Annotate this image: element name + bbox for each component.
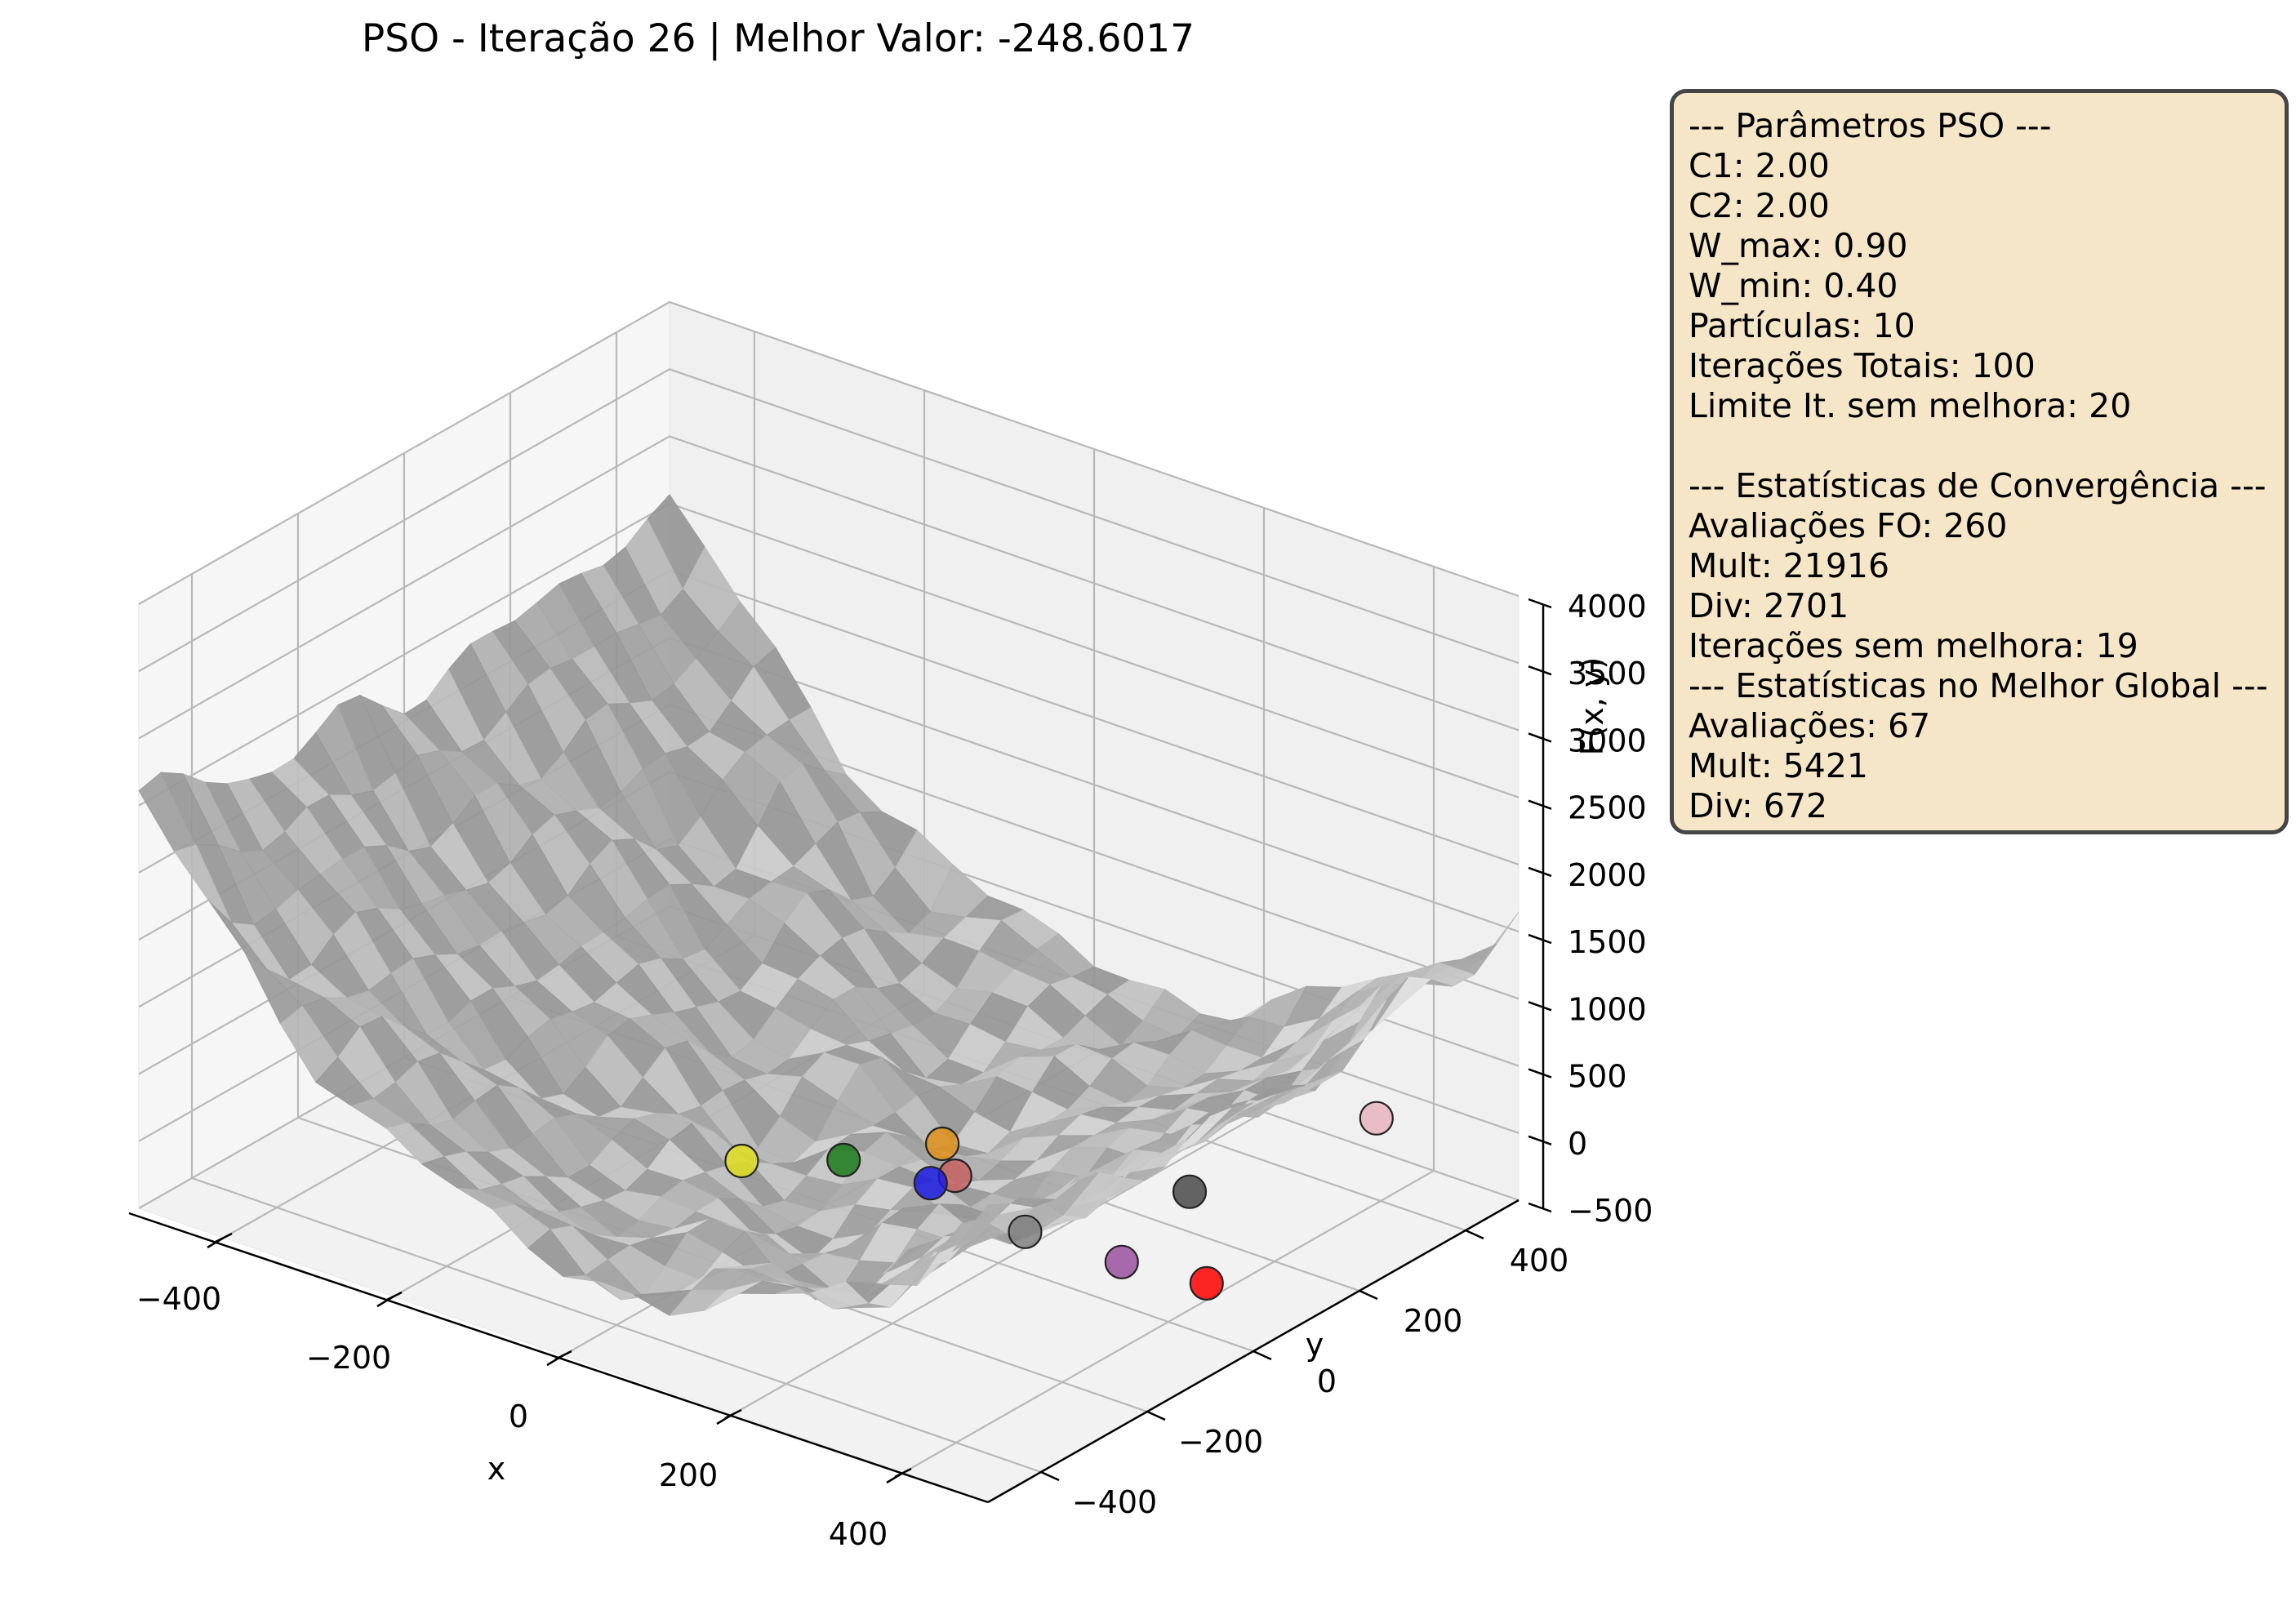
info-line: Avaliações FO: 260 — [1689, 506, 2270, 546]
info-line: Iterações Totais: 100 — [1689, 346, 2270, 386]
info-line: Limite It. sem melhora: 20 — [1689, 386, 2270, 426]
info-line: Avaliações: 67 — [1689, 706, 2270, 746]
z-tick-label: 4000 — [1568, 589, 1647, 625]
info-line: Div: 672 — [1689, 786, 2270, 826]
z-tick-mark — [1528, 1136, 1551, 1145]
z-tick-label: 2000 — [1568, 857, 1647, 893]
x-tick-label: −200 — [306, 1340, 391, 1376]
info-line: Partículas: 10 — [1689, 306, 2270, 346]
info-line: Iterações sem melhora: 19 — [1689, 626, 2270, 666]
particle-dark — [1173, 1176, 1206, 1208]
z-tick-label: 500 — [1568, 1059, 1627, 1095]
z-tick-label: 1000 — [1568, 991, 1647, 1027]
z-tick-mark — [1528, 801, 1551, 809]
pso-info-box: --- Parâmetros PSO --- C1: 2.00 C2: 2.00 W_… — [1670, 89, 2289, 834]
particle-purple — [1106, 1246, 1138, 1279]
particle-pink — [1360, 1102, 1393, 1135]
x-tick-label: 400 — [829, 1516, 888, 1552]
y-tick-mark — [1253, 1351, 1271, 1359]
info-line — [1689, 426, 2270, 466]
x-tick-label: −400 — [136, 1281, 221, 1317]
y-tick-label: −200 — [1178, 1424, 1263, 1460]
y-tick-mark — [1041, 1472, 1059, 1480]
y-tick-label: 0 — [1317, 1363, 1337, 1399]
y-tick-label: 400 — [1510, 1243, 1569, 1279]
info-line: W_max: 0.90 — [1689, 226, 2270, 266]
z-tick-mark — [1528, 666, 1551, 674]
info-line: --- Parâmetros PSO --- — [1689, 106, 2270, 146]
info-line: W_min: 0.40 — [1689, 266, 2270, 306]
z-tick-mark — [1528, 599, 1551, 607]
x-tick-mark — [207, 1238, 224, 1248]
z-tick-label: 0 — [1568, 1126, 1587, 1162]
info-line: Mult: 21916 — [1689, 546, 2270, 586]
z-tick-mark — [1528, 733, 1551, 741]
x-tick-label: 0 — [509, 1399, 528, 1434]
z-tick-mark — [1528, 1002, 1551, 1010]
particle-yellow — [725, 1145, 758, 1177]
z-tick-mark — [1528, 1070, 1551, 1078]
x-tick-mark — [717, 1414, 733, 1424]
z-tick-mark — [1528, 935, 1551, 943]
info-line: Mult: 5421 — [1689, 746, 2270, 786]
x-axis-label: x — [487, 1451, 506, 1487]
y-tick-label: 200 — [1404, 1303, 1463, 1339]
info-line: --- Estatísticas no Melhor Global --- — [1689, 666, 2270, 706]
y-tick-label: −400 — [1072, 1484, 1157, 1520]
z-tick-label: 1500 — [1568, 924, 1647, 960]
z-tick-mark — [1528, 1203, 1551, 1212]
particle-orange — [926, 1127, 959, 1160]
z-axis-label: F(x, y) — [1574, 657, 1610, 756]
z-tick-mark — [1528, 868, 1551, 876]
info-line: --- Estatísticas de Convergência --- — [1689, 466, 2270, 506]
z-tick-label: −500 — [1568, 1193, 1653, 1229]
x-tick-mark — [887, 1473, 903, 1483]
info-line: C1: 2.00 — [1689, 146, 2270, 186]
y-tick-mark — [1466, 1230, 1484, 1239]
z-tick-label: 2500 — [1568, 790, 1647, 826]
info-line: Div: 2701 — [1689, 586, 2270, 626]
particle-green — [827, 1144, 860, 1176]
y-tick-mark — [1147, 1412, 1165, 1420]
particle-gray — [1009, 1216, 1042, 1248]
info-line: C2: 2.00 — [1689, 186, 2270, 226]
particle-red — [1190, 1267, 1223, 1300]
x-tick-label: 200 — [659, 1457, 719, 1493]
y-axis-label: y — [1306, 1327, 1324, 1363]
y-tick-mark — [1359, 1291, 1377, 1299]
particle-blue — [914, 1167, 947, 1199]
